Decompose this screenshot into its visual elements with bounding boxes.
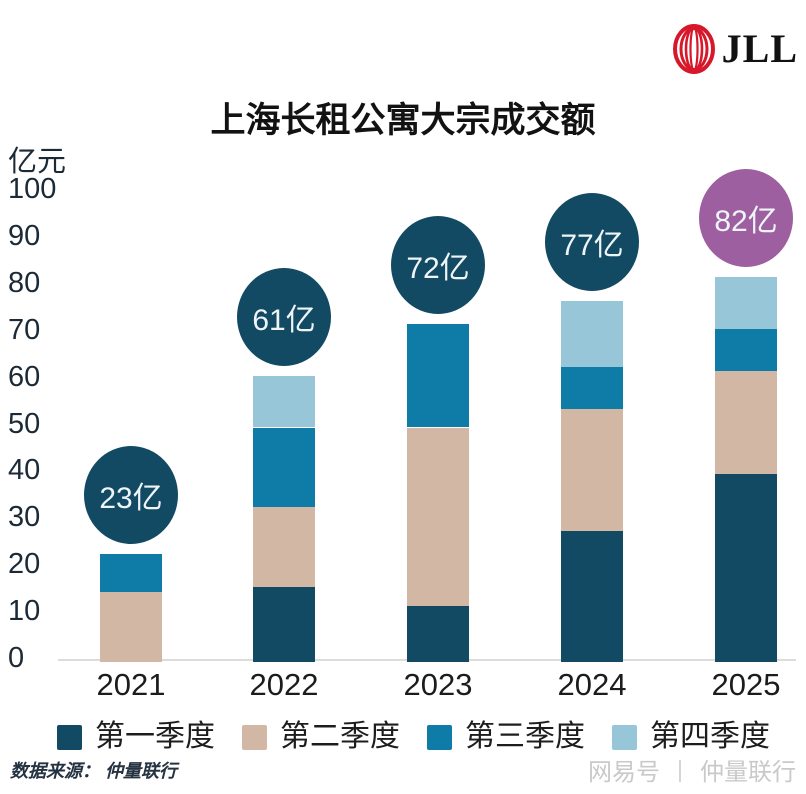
y-tick-label: 90 — [8, 219, 41, 252]
legend-label: 第四季度 — [650, 720, 770, 753]
jll-logo-text: JLL — [721, 26, 798, 71]
x-tick-label-2021: 2021 — [96, 667, 166, 702]
legend-label: 第一季度 — [95, 720, 215, 753]
watermark-divider: 丨 — [668, 759, 692, 786]
y-tick-label: 10 — [8, 595, 41, 628]
y-tick-label: 100 — [8, 173, 57, 205]
bar-segment-2025-第三季度 — [715, 329, 777, 372]
watermark: 网易号 丨 仲量联行 — [588, 752, 796, 787]
legend-item-第一季度: 第一季度 — [57, 722, 215, 752]
bar-segment-2024-第一季度 — [561, 530, 623, 662]
bar-segment-2021-第三季度 — [100, 554, 162, 592]
legend-swatch-icon — [242, 724, 267, 750]
y-tick-label: 40 — [8, 454, 41, 487]
legend-item-第二季度: 第二季度 — [242, 722, 400, 752]
y-tick-label: 70 — [8, 313, 41, 346]
total-bubble-2024: 77亿 — [545, 192, 639, 291]
legend-item-第四季度: 第四季度 — [612, 722, 770, 752]
bar-segment-2024-第二季度 — [561, 408, 623, 531]
y-tick-label: 30 — [8, 501, 41, 534]
y-axis-unit-label: 亿元 — [8, 146, 67, 178]
legend-swatch-icon — [427, 724, 452, 750]
chart-title: 上海长租公寓大宗成交额 — [210, 101, 596, 140]
x-tick-label-2025: 2025 — [711, 667, 781, 702]
y-tick-label: 0 — [8, 642, 25, 674]
y-tick-label: 20 — [8, 548, 41, 581]
bar-segment-2025-第二季度 — [715, 371, 777, 475]
y-tick-label: 60 — [8, 360, 41, 393]
watermark-platform: 网易号 — [588, 759, 660, 786]
bar-segment-2021-第二季度 — [100, 591, 162, 662]
bar-segment-2022-第一季度 — [253, 586, 315, 662]
legend-swatch-icon — [57, 724, 82, 750]
jll-logo: JLL — [672, 24, 798, 74]
jll-rings-icon — [672, 24, 715, 74]
watermark-account: 仲量联行 — [700, 759, 796, 786]
bar-segment-2022-第二季度 — [253, 507, 315, 587]
bar-segment-2025-第四季度 — [715, 277, 777, 329]
bar-segment-2022-第四季度 — [253, 375, 315, 428]
x-tick-label-2023: 2023 — [403, 667, 473, 702]
y-tick-label: 50 — [8, 407, 41, 440]
legend: 第一季度 第二季度 第三季度 第四季度 — [57, 722, 770, 752]
legend-label: 第三季度 — [465, 720, 585, 753]
total-bubble-2025: 82亿 — [699, 169, 793, 268]
bar-segment-2024-第三季度 — [561, 366, 623, 409]
bar-segment-2022-第三季度 — [253, 427, 315, 508]
bar-segment-2025-第一季度 — [715, 474, 777, 662]
x-tick-label-2024: 2024 — [557, 667, 627, 702]
total-bubble-2021: 23亿 — [84, 446, 178, 545]
x-tick-label-2022: 2022 — [249, 667, 319, 702]
bar-segment-2023-第二季度 — [407, 427, 469, 606]
data-source-text: 数据来源： 仲量联行 — [10, 761, 178, 781]
legend-label: 第二季度 — [280, 720, 400, 753]
bar-segment-2024-第四季度 — [561, 300, 623, 367]
legend-item-第三季度: 第三季度 — [427, 722, 585, 752]
total-bubble-2022: 61亿 — [237, 267, 331, 366]
bar-segment-2023-第三季度 — [407, 324, 469, 428]
total-bubble-2023: 72亿 — [391, 216, 485, 315]
bar-segment-2023-第一季度 — [407, 605, 469, 662]
legend-swatch-icon — [612, 724, 637, 750]
y-tick-label: 80 — [8, 266, 41, 299]
